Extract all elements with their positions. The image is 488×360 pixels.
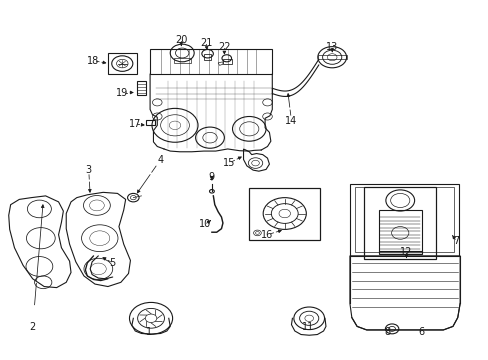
Text: 17: 17 bbox=[129, 119, 141, 129]
Text: 6: 6 bbox=[418, 327, 424, 337]
Bar bbox=[354, 187, 453, 252]
Text: 12: 12 bbox=[400, 247, 412, 257]
Text: 21: 21 bbox=[200, 38, 212, 48]
Text: 16: 16 bbox=[261, 230, 273, 240]
Bar bbox=[137, 81, 146, 95]
Bar bbox=[108, 53, 137, 74]
Text: 18: 18 bbox=[87, 56, 100, 66]
Bar bbox=[249, 188, 320, 240]
Text: 7: 7 bbox=[452, 236, 459, 246]
Bar bbox=[364, 187, 435, 259]
Text: 10: 10 bbox=[199, 219, 211, 229]
Text: 19: 19 bbox=[116, 87, 128, 98]
Bar bbox=[173, 58, 190, 63]
Bar bbox=[378, 251, 421, 254]
Text: 15: 15 bbox=[223, 158, 235, 168]
Text: 9: 9 bbox=[208, 172, 215, 182]
Text: 3: 3 bbox=[85, 165, 92, 175]
Text: 11: 11 bbox=[301, 323, 313, 333]
Bar bbox=[349, 184, 458, 256]
Bar bbox=[150, 49, 272, 74]
Text: 4: 4 bbox=[157, 154, 163, 165]
Bar bbox=[378, 210, 421, 252]
Text: 2: 2 bbox=[29, 323, 36, 333]
Text: 14: 14 bbox=[285, 116, 297, 126]
Text: 13: 13 bbox=[325, 42, 338, 51]
Bar bbox=[146, 120, 155, 125]
Text: 20: 20 bbox=[175, 35, 187, 45]
Text: 5: 5 bbox=[109, 258, 116, 268]
Text: 22: 22 bbox=[218, 42, 230, 51]
Bar bbox=[204, 54, 210, 60]
Bar bbox=[223, 59, 231, 64]
Text: 1: 1 bbox=[145, 327, 151, 337]
Text: 8: 8 bbox=[384, 327, 389, 337]
Bar bbox=[317, 55, 346, 59]
